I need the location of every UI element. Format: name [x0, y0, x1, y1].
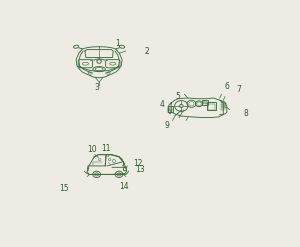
Text: 6: 6 — [224, 82, 230, 91]
Bar — [220, 102, 224, 103]
Bar — [220, 108, 224, 110]
Bar — [224, 107, 226, 108]
Circle shape — [118, 174, 120, 175]
Text: 9: 9 — [164, 121, 169, 130]
Bar — [169, 110, 172, 111]
Text: 2: 2 — [144, 47, 149, 56]
Bar — [168, 106, 173, 112]
Text: 15: 15 — [59, 184, 69, 193]
Bar — [205, 103, 207, 104]
Bar — [202, 101, 204, 103]
Bar — [224, 105, 226, 106]
Text: 12: 12 — [133, 159, 142, 168]
Text: 14: 14 — [119, 182, 128, 191]
Bar — [220, 104, 224, 105]
Text: 4: 4 — [160, 100, 164, 109]
Bar — [220, 106, 224, 107]
Bar — [202, 100, 208, 105]
Circle shape — [96, 174, 98, 175]
Text: 11: 11 — [101, 144, 111, 153]
Text: 3: 3 — [94, 83, 99, 92]
Bar — [169, 108, 172, 110]
Bar — [123, 167, 126, 170]
Text: 8: 8 — [243, 109, 248, 118]
Text: 13: 13 — [135, 165, 145, 174]
Text: 1: 1 — [115, 40, 120, 48]
Bar — [207, 102, 216, 110]
Bar — [205, 101, 207, 103]
Bar — [224, 103, 226, 104]
Bar — [208, 104, 215, 110]
Text: 10: 10 — [87, 145, 97, 154]
Bar — [202, 103, 204, 104]
Text: 7: 7 — [236, 85, 241, 94]
Text: 5: 5 — [176, 92, 181, 101]
